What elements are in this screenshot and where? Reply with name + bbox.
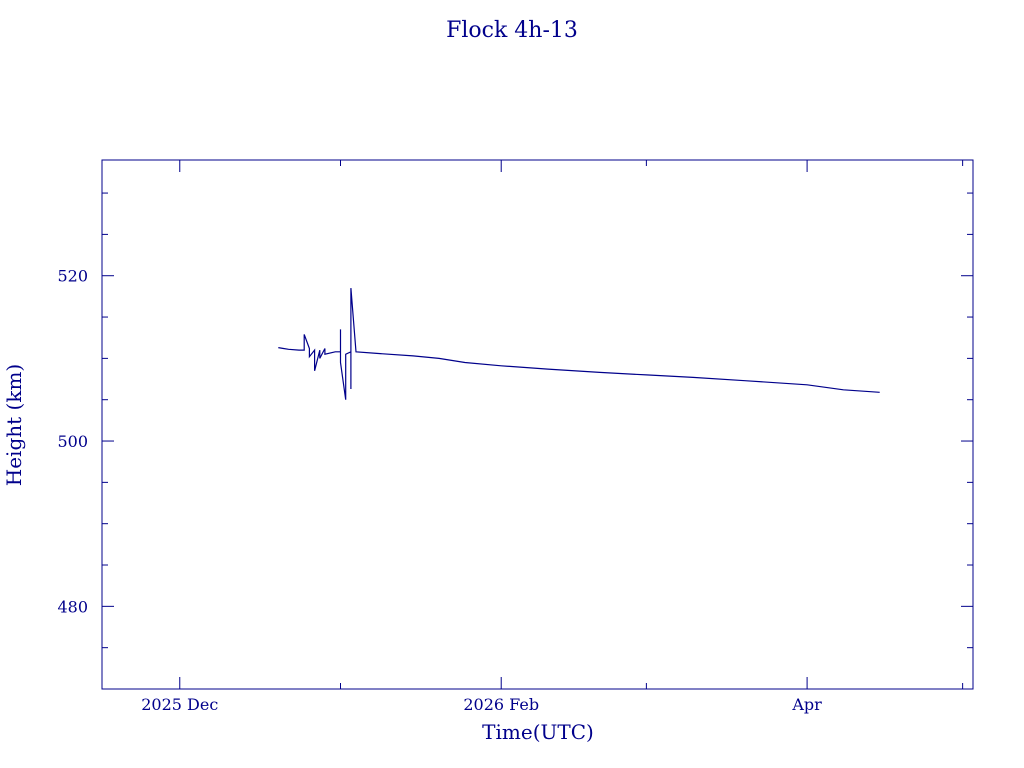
x-tick-label: Apr	[791, 695, 822, 714]
chart-title: Flock 4h-13	[446, 18, 578, 43]
y-tick-label: 500	[57, 432, 88, 451]
y-tick-label: 480	[57, 597, 88, 616]
x-tick-label: 2025 Dec	[141, 695, 218, 714]
x-tick-labels: 2025 Dec 2026 Feb Apr	[141, 695, 822, 714]
plot-frame	[101, 159, 974, 690]
axis-ticks	[102, 160, 973, 689]
y-axis-label: Height (km)	[2, 364, 26, 486]
x-axis-label: Time(UTC)	[482, 720, 594, 744]
y-tick-label: 520	[57, 267, 88, 286]
series-line	[278, 288, 880, 400]
y-tick-labels: 480 500 520	[57, 267, 88, 617]
x-tick-label: 2026 Feb	[463, 695, 539, 714]
